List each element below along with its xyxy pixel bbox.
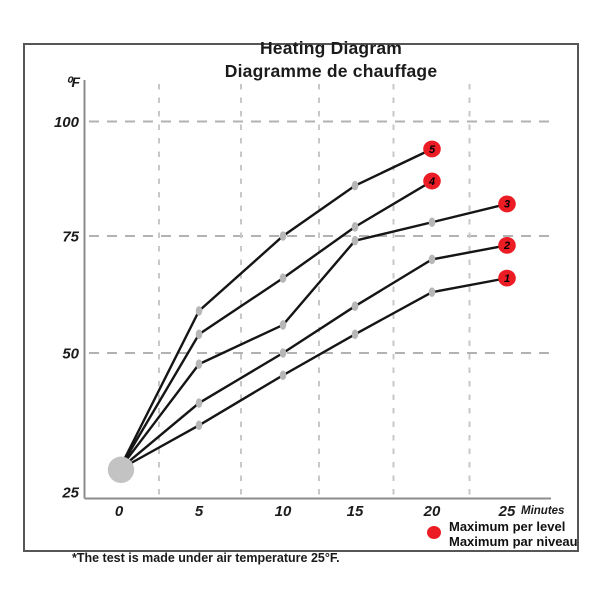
max-marker-label-2: 2 bbox=[503, 240, 510, 252]
max-marker-level-5 bbox=[423, 140, 441, 158]
data-point-level-1-t5 bbox=[195, 420, 203, 431]
data-point-level-3-t10 bbox=[279, 320, 287, 330]
series-line-level-3 bbox=[117, 202, 509, 471]
max-marker-label-1: 1 bbox=[504, 273, 510, 285]
y-tick-25: 25 bbox=[61, 485, 79, 502]
max-point-legend-icon bbox=[427, 526, 441, 539]
x-tick-15: 15 bbox=[347, 503, 364, 520]
x-tick-10: 10 bbox=[275, 503, 292, 520]
footnote-en: *The test is made under air temperature … bbox=[72, 551, 340, 565]
x-tick-25: 25 bbox=[498, 503, 516, 520]
series-line-level-5 bbox=[117, 147, 434, 471]
max-marker-label-3: 3 bbox=[504, 199, 510, 211]
legend: Maximum per level Maximum par niveau bbox=[427, 519, 578, 549]
data-point-level-4-t5 bbox=[195, 329, 203, 340]
x-tick-20: 20 bbox=[423, 503, 441, 520]
y-tick-75: 75 bbox=[62, 229, 79, 246]
series-line-level-4 bbox=[117, 179, 434, 471]
data-point-level-5-t15 bbox=[351, 180, 359, 191]
max-marker-label-5: 5 bbox=[429, 144, 436, 156]
data-point-level-4-t10 bbox=[279, 273, 287, 283]
data-point-level-2-t15 bbox=[351, 301, 359, 312]
chart-title-block: Heating Diagram Diagramme de chauffage bbox=[131, 37, 531, 83]
footnotes: *The test is made under air temperature … bbox=[72, 515, 425, 600]
data-point-level-2-t5 bbox=[195, 398, 203, 408]
max-marker-level-1 bbox=[498, 269, 516, 287]
chart-subtitle: Diagramme de chauffage bbox=[224, 61, 438, 81]
x-tick-0: 0 bbox=[115, 503, 124, 520]
data-point-level-1-t10 bbox=[279, 370, 287, 381]
chart-title: Heating Diagram bbox=[259, 38, 403, 58]
x-tick-5: 5 bbox=[195, 503, 204, 520]
data-point-level-4-t15 bbox=[351, 222, 359, 232]
max-marker-label-4: 4 bbox=[428, 176, 435, 188]
series-line-level-2 bbox=[117, 244, 509, 471]
max-marker-level-2 bbox=[498, 236, 516, 254]
data-point-level-2-t20 bbox=[428, 254, 436, 265]
legend-line-fr: Maximum par niveau bbox=[449, 533, 578, 549]
y-tick-50: 50 bbox=[62, 346, 79, 363]
max-marker-level-4 bbox=[423, 172, 441, 190]
data-point-level-3-t5 bbox=[195, 359, 203, 369]
data-point-level-1-t20 bbox=[428, 287, 436, 297]
series-line-level-1 bbox=[117, 276, 509, 471]
legend-line-en: Maximum per level bbox=[449, 519, 566, 534]
y-axis-unit: ⁰F bbox=[66, 74, 81, 90]
data-point-level-2-t10 bbox=[279, 348, 287, 358]
x-axis-unit: Minutes bbox=[521, 505, 564, 517]
y-tick-100: 100 bbox=[54, 114, 80, 131]
data-point-level-5-t10 bbox=[279, 231, 287, 241]
data-point-level-1-t15 bbox=[351, 329, 359, 340]
max-marker-level-3 bbox=[498, 195, 516, 213]
start-point-marker bbox=[107, 456, 135, 483]
data-point-level-3-t20 bbox=[428, 217, 436, 228]
data-point-level-3-t15 bbox=[351, 235, 359, 246]
data-point-level-5-t5 bbox=[195, 306, 203, 316]
